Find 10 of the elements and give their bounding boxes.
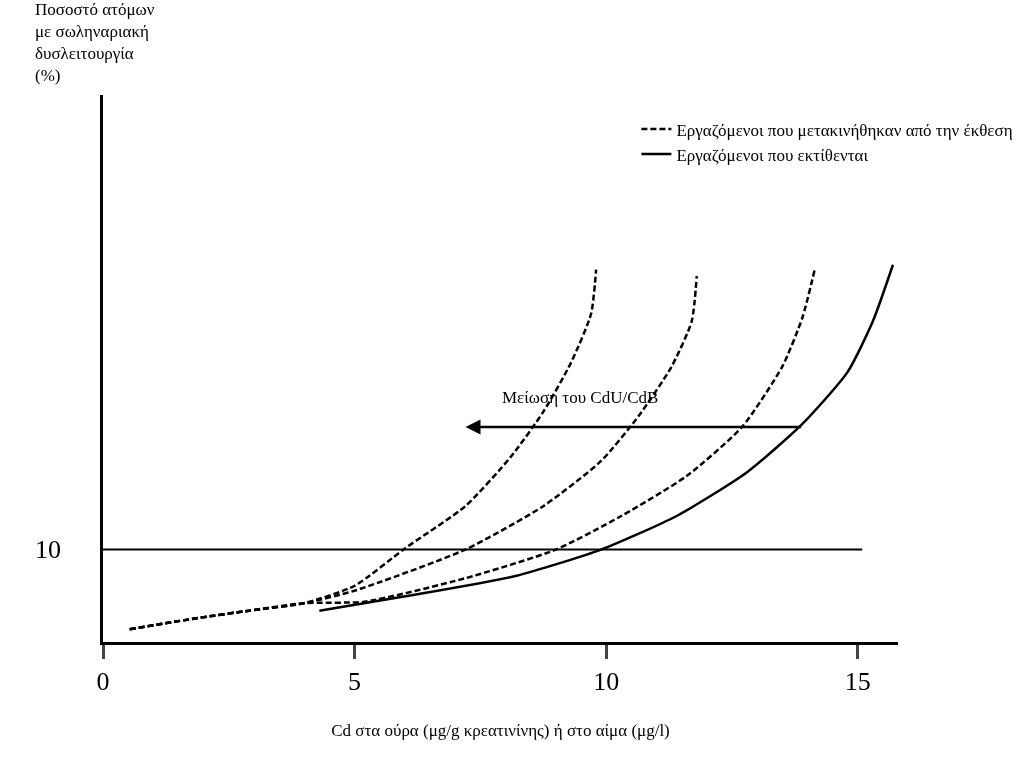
legend-label: Εργαζόμενοι που εκτίθενται [676, 145, 869, 165]
annotation: Μείωση του CdU/CdB [502, 388, 659, 407]
x-tick-label: 5 [348, 666, 362, 696]
x-tick-label: 0 [96, 666, 110, 696]
x-axis-title: Cd στα ούρα (μg/g κρεατινίνης) ή στο αίμα (μg/l) [331, 721, 670, 741]
x-tick-label: 10 [593, 666, 620, 696]
text: 10 [35, 535, 61, 564]
text: Ποσοστό ατόμων με σωληναριακή δυσλειτουργία (%) [35, 0, 155, 86]
legend-label: Εργαζόμενοι που μετακινήθηκαν από την έκθεση [676, 120, 1013, 140]
x-tick-label: 15 [844, 666, 871, 696]
